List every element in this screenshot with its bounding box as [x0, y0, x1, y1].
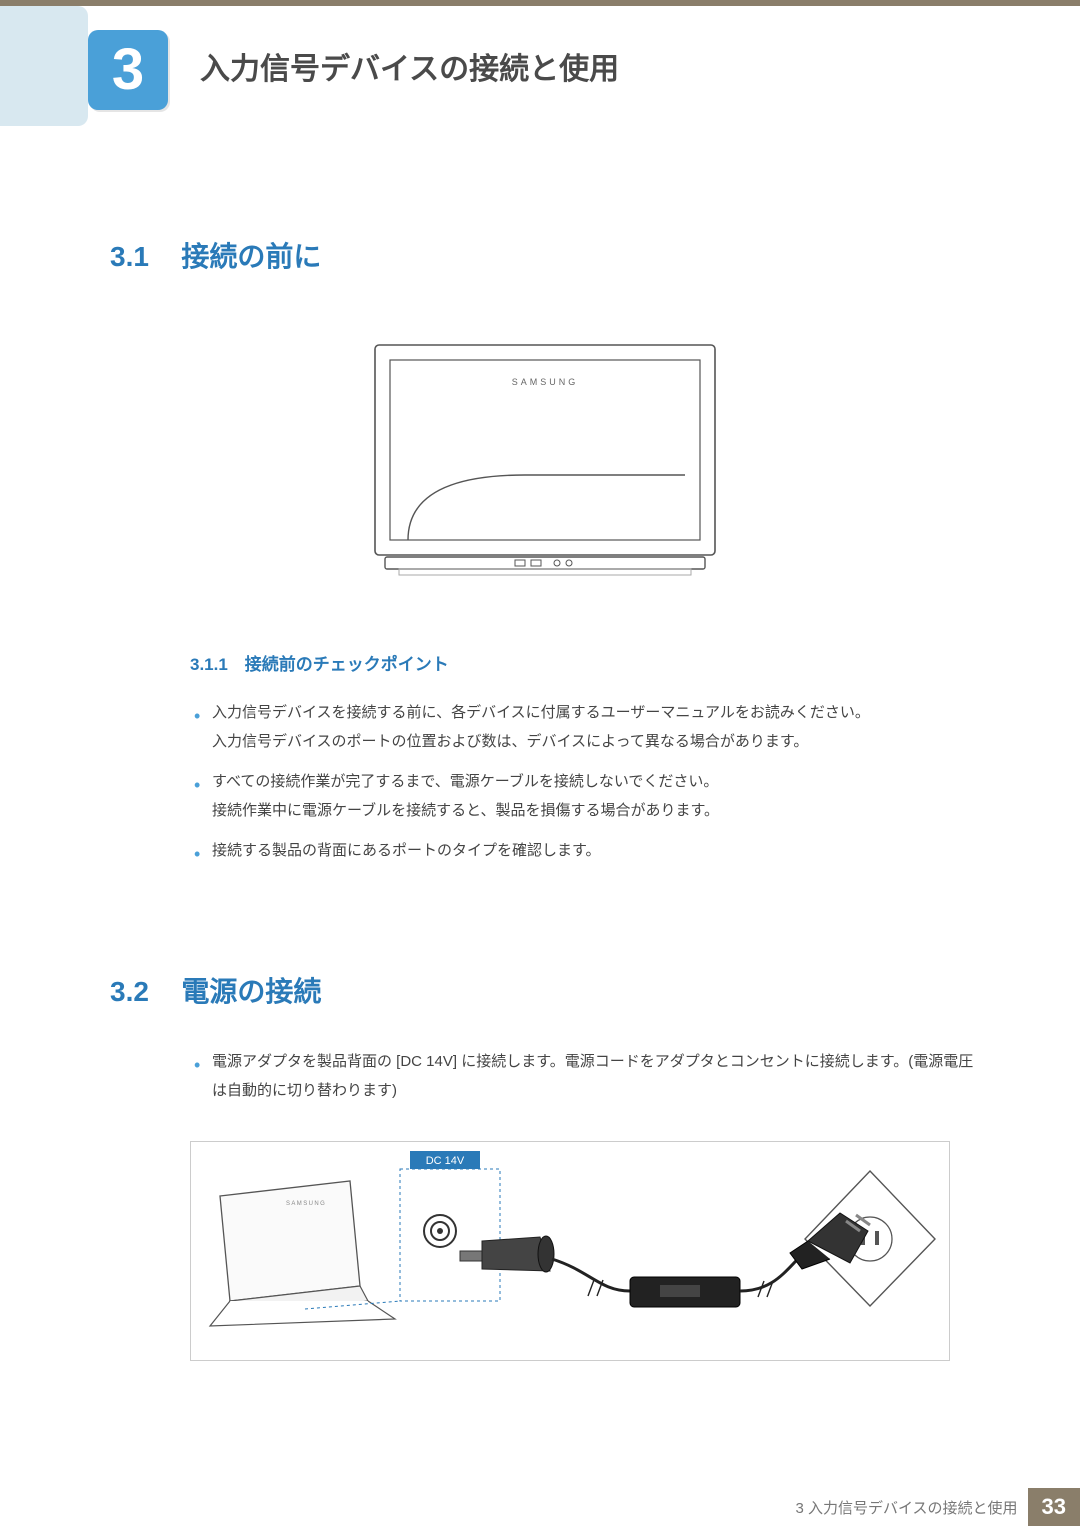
section-number: 3.2: [110, 976, 149, 1008]
monitor-brand-text: SAMSUNG: [512, 377, 579, 387]
power-adapter-icon: [630, 1277, 740, 1307]
section-heading: 3.2 電源の接続: [110, 970, 980, 1010]
section-3-2: 3.2 電源の接続 電源アダプタを製品背面の [DC 14V] に接続します。電…: [110, 970, 980, 1366]
section-title: 接続の前に: [181, 241, 321, 272]
dc14v-label: DC 14V: [426, 1155, 465, 1167]
power-connection-figure: DC 14V SAMSUNG: [190, 1141, 980, 1366]
header-bar: [0, 0, 1080, 6]
chapter-title: 入力信号デバイスの接続と使用: [200, 44, 619, 88]
monitor-front-figure: SAMSUNG: [365, 335, 725, 600]
list-item: 電源アダプタを製品背面の [DC 14V] に接続します。電源コードをアダプタと…: [190, 1048, 980, 1105]
list-item: すべての接続作業が完了するまで、電源ケーブルを接続しないでください。接続作業中に…: [190, 768, 980, 825]
list-item: 入力信号デバイスを接続する前に、各デバイスに付属するユーザーマニュアルをお読みく…: [190, 699, 980, 756]
sidebar-tab: [0, 6, 88, 126]
svg-text:SAMSUNG: SAMSUNG: [286, 1201, 326, 1207]
section-heading: 3.1 接続の前に: [110, 235, 980, 275]
chapter-number-badge: 3: [88, 30, 168, 110]
section-title: 電源の接続: [181, 976, 321, 1007]
checklist-bullets: 入力信号デバイスを接続する前に、各デバイスに付属するユーザーマニュアルをお読みく…: [190, 699, 980, 866]
footer-page-number: 33: [1028, 1488, 1080, 1526]
footer-chapter-text: 3 入力信号デバイスの接続と使用: [795, 1497, 1017, 1518]
subsection-title: 3.1.1 接続前のチェックポイント: [190, 650, 980, 675]
power-bullets: 電源アダプタを製品背面の [DC 14V] に接続します。電源コードをアダプタと…: [190, 1048, 980, 1105]
section-3-1: 3.1 接続の前に SAMSUNG 3.1.1 接続前のチェックポイント 入力信…: [110, 235, 980, 878]
subsection-3-1-1: 3.1.1 接続前のチェックポイント 入力信号デバイスを接続する前に、各デバイス…: [190, 650, 980, 866]
list-item: 接続する製品の背面にあるポートのタイプを確認します。: [190, 837, 980, 866]
section-number: 3.1: [110, 241, 149, 273]
page-footer: 3 入力信号デバイスの接続と使用 33: [0, 1487, 1080, 1527]
